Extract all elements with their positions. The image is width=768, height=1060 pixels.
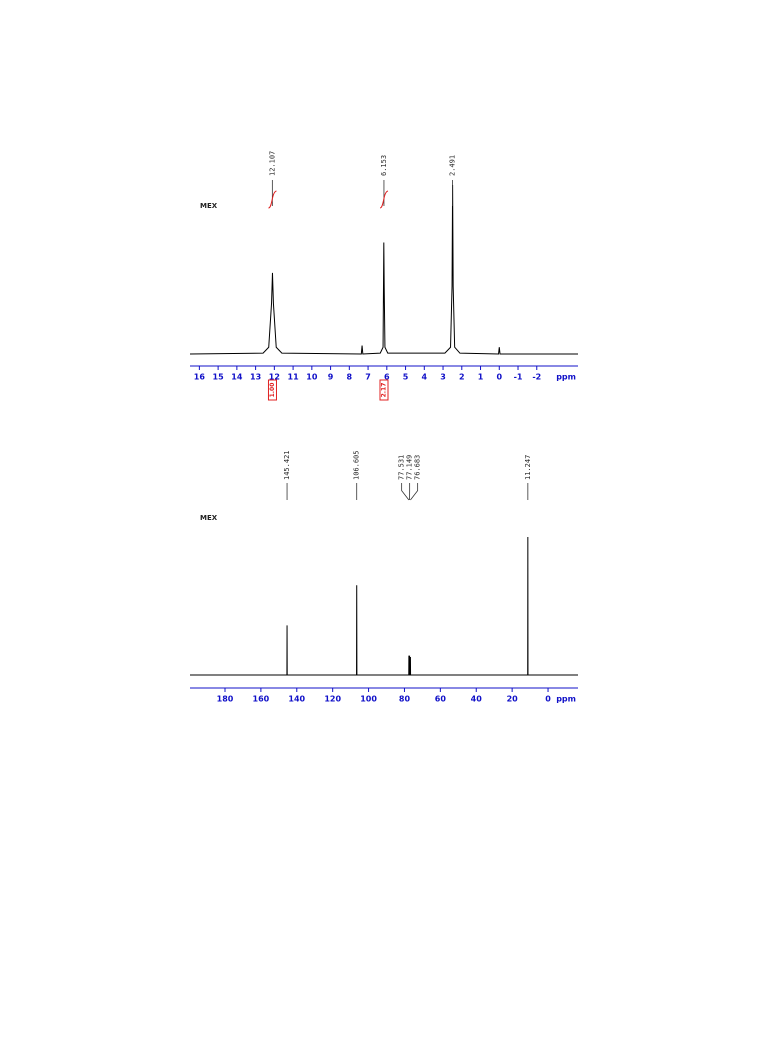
integral-label: 2.17 [381,383,388,398]
sample-label: MEX [200,202,218,210]
peak-label: 145.421 [283,450,291,480]
x-tick-label: 140 [288,695,305,704]
spectrum-trace [190,185,578,354]
x-tick-label: 16 [194,373,206,382]
x-tick-label: 8 [347,373,353,382]
spectrum-trace [190,537,578,675]
peak-label: 76.683 [414,455,422,480]
x-tick-label: 3 [440,373,446,382]
integral-label: 1.00 [269,383,276,398]
x-tick-label: -1 [514,373,523,382]
x-axis-label: ppm [556,695,576,704]
x-tick-label: 1 [478,373,484,382]
x-tick-label: 9 [328,373,334,382]
x-tick-label: 5 [403,373,409,382]
peak-label: 12.107 [268,151,276,176]
x-tick-label: 0 [545,695,551,704]
peak-label: 106.605 [353,450,361,480]
x-tick-label: 120 [324,695,341,704]
x-axis-label: ppm [556,373,576,382]
x-tick-label: 100 [360,695,377,704]
x-tick-label: 14 [231,373,243,382]
x-tick-label: 15 [213,373,225,382]
peak-label: 6.153 [380,155,388,176]
x-tick-label: 13 [250,373,261,382]
x-tick-label: 40 [471,695,483,704]
peak-label: 77.531 [398,455,406,480]
x-tick-label: 4 [422,373,428,382]
x-tick-label: 11 [288,373,300,382]
peak-label: 2.491 [449,155,457,176]
x-tick-label: 180 [217,695,234,704]
x-tick-label: 60 [435,695,447,704]
x-tick-label: 160 [253,695,270,704]
x-tick-label: 0 [496,373,502,382]
peak-label: 77.149 [406,455,414,480]
x-tick-label: 2 [459,373,465,382]
peak-marker [410,483,417,500]
x-tick-label: -2 [532,373,541,382]
sample-label: MEX [200,514,218,522]
peak-label: 11.247 [524,455,532,480]
x-tick-label: 10 [306,373,318,382]
x-tick-label: 80 [399,695,411,704]
peak-marker [402,483,409,500]
x-tick-label: 20 [507,695,519,704]
x-tick-label: 7 [365,373,371,382]
